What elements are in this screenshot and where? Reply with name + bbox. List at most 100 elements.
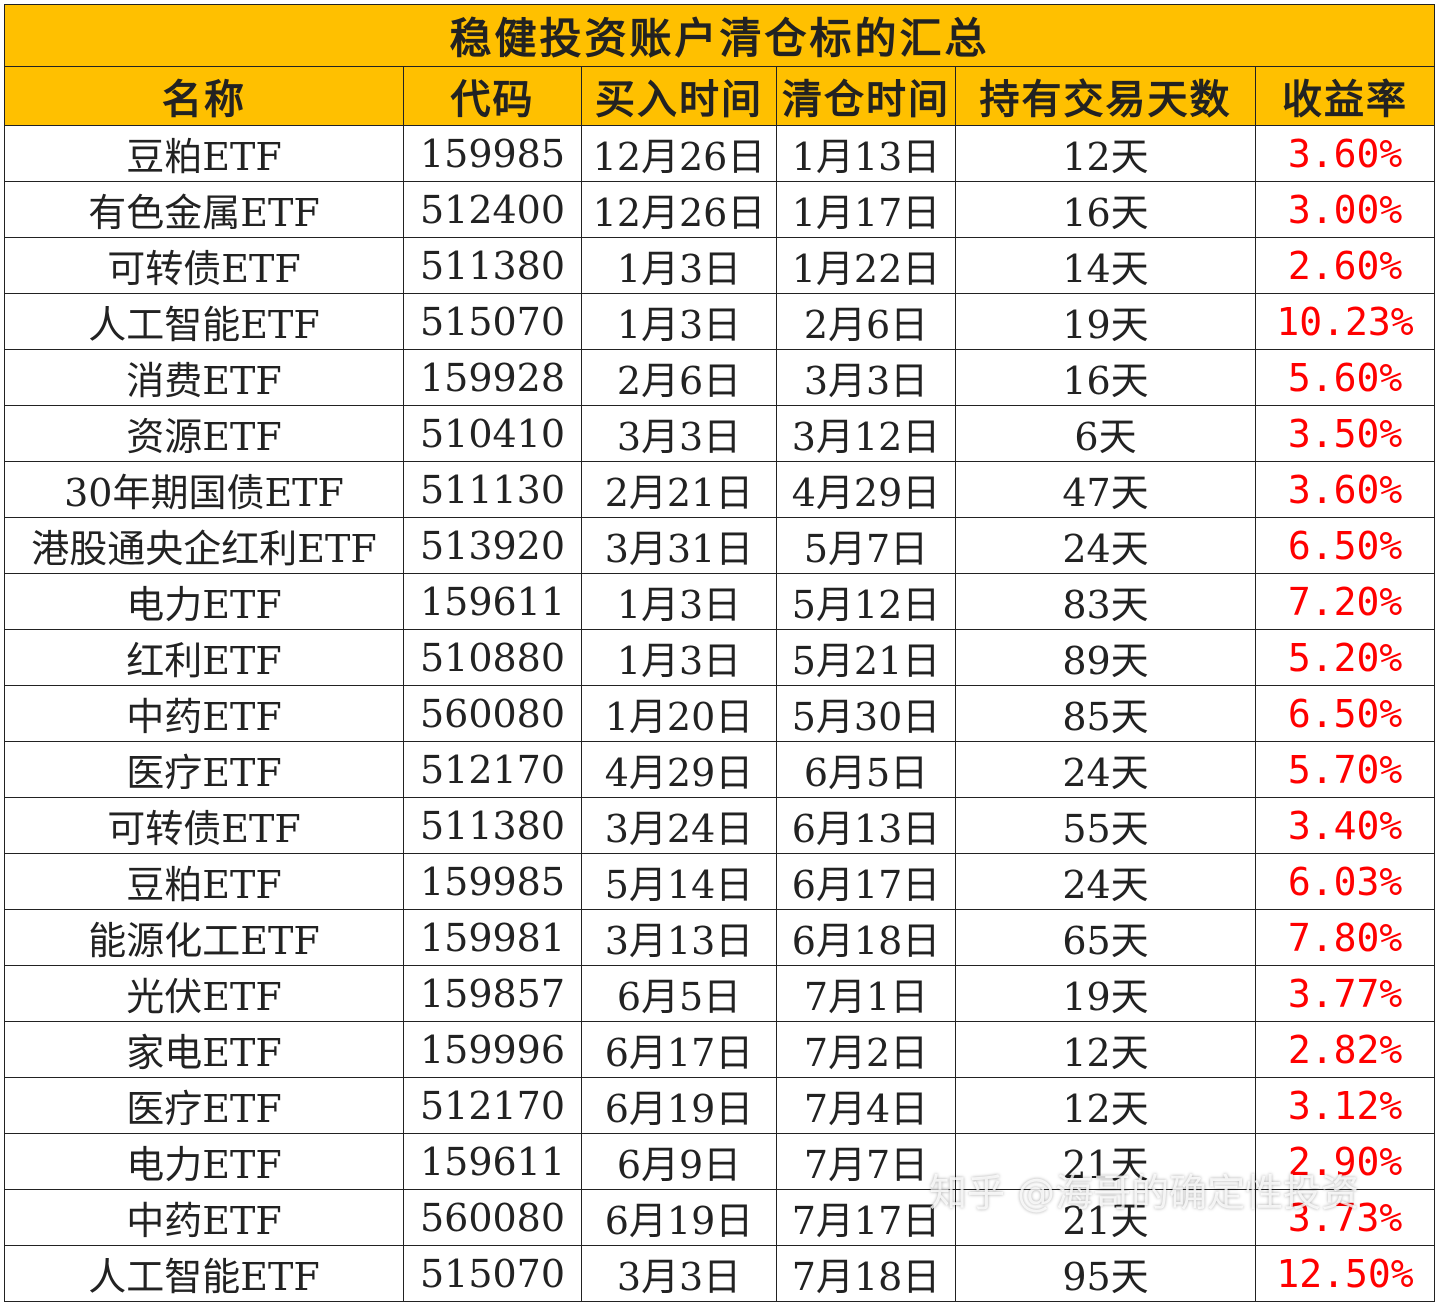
table-row: 电力ETF 159611 1月3日 5月12日 83天 7.20% (4, 573, 1436, 630)
cell-sell-date: 2月6日 (776, 293, 956, 350)
cell-sell-date: 6月13日 (776, 797, 956, 854)
cell-buy-date: 1月3日 (581, 293, 777, 350)
cell-return: 3.77% (1254, 965, 1436, 1022)
cell-name: 红利ETF (4, 629, 404, 686)
cell-sell-date: 5月30日 (776, 685, 956, 742)
cell-sell-date: 1月13日 (776, 125, 956, 182)
table-row: 可转债ETF 511380 1月3日 1月22日 14天 2.60% (4, 237, 1436, 294)
spreadsheet: 稳健投资账户清仓标的汇总 名称 代码 买入时间 清仓时间 持有交易天数 收益率 … (3, 4, 1436, 1302)
cell-buy-date: 3月13日 (581, 909, 777, 966)
table-row: 中药ETF 560080 6月19日 7月17日 21天 3.73% (4, 1189, 1436, 1246)
cell-return: 3.12% (1254, 1077, 1436, 1134)
cell-code: 159857 (403, 965, 582, 1022)
cell-return: 6.03% (1254, 853, 1436, 910)
cell-name: 人工智能ETF (4, 293, 404, 350)
cell-buy-date: 4月29日 (581, 741, 777, 798)
cell-name: 有色金属ETF (4, 181, 404, 238)
cell-return: 6.50% (1254, 517, 1436, 574)
cell-return: 3.73% (1254, 1189, 1436, 1246)
cell-holding-days: 21天 (955, 1133, 1256, 1190)
cell-name: 家电ETF (4, 1021, 404, 1078)
cell-sell-date: 7月18日 (776, 1245, 956, 1302)
cell-name: 医疗ETF (4, 741, 404, 798)
cell-code: 159611 (403, 1133, 582, 1190)
cell-holding-days: 85天 (955, 685, 1256, 742)
cell-code: 511380 (403, 237, 582, 294)
cell-holding-days: 6天 (955, 405, 1256, 462)
cell-code: 159996 (403, 1021, 582, 1078)
cell-buy-date: 3月31日 (581, 517, 777, 574)
cell-return: 3.60% (1254, 461, 1436, 518)
table-row: 医疗ETF 512170 4月29日 6月5日 24天 5.70% (4, 741, 1436, 798)
cell-code: 159985 (403, 853, 582, 910)
cell-buy-date: 6月5日 (581, 965, 777, 1022)
cell-name: 中药ETF (4, 1189, 404, 1246)
table-row: 人工智能ETF 515070 1月3日 2月6日 19天 10.23% (4, 293, 1436, 350)
cell-holding-days: 65天 (955, 909, 1256, 966)
cell-name: 可转债ETF (4, 237, 404, 294)
cell-holding-days: 12天 (955, 1021, 1256, 1078)
cell-sell-date: 5月21日 (776, 629, 956, 686)
cell-code: 513920 (403, 517, 582, 574)
cell-sell-date: 6月18日 (776, 909, 956, 966)
cell-name: 可转债ETF (4, 797, 404, 854)
cell-name: 资源ETF (4, 405, 404, 462)
cell-return: 6.50% (1254, 685, 1436, 742)
cell-buy-date: 1月3日 (581, 573, 777, 630)
table-row: 消费ETF 159928 2月6日 3月3日 16天 5.60% (4, 349, 1436, 406)
cell-holding-days: 47天 (955, 461, 1256, 518)
cell-name: 豆粕ETF (4, 853, 404, 910)
cell-return: 10.23% (1254, 293, 1436, 350)
cell-buy-date: 1月3日 (581, 629, 777, 686)
table-row: 可转债ETF 511380 3月24日 6月13日 55天 3.40% (4, 797, 1436, 854)
cell-buy-date: 6月19日 (581, 1077, 777, 1134)
cell-buy-date: 1月20日 (581, 685, 777, 742)
cell-sell-date: 3月12日 (776, 405, 956, 462)
cell-holding-days: 16天 (955, 349, 1256, 406)
cell-return: 2.90% (1254, 1133, 1436, 1190)
cell-sell-date: 5月12日 (776, 573, 956, 630)
cell-code: 512170 (403, 1077, 582, 1134)
cell-holding-days: 83天 (955, 573, 1256, 630)
cell-sell-date: 4月29日 (776, 461, 956, 518)
table-row: 资源ETF 510410 3月3日 3月12日 6天 3.50% (4, 405, 1436, 462)
cell-return: 3.00% (1254, 181, 1436, 238)
cell-return: 3.50% (1254, 405, 1436, 462)
table-row: 光伏ETF 159857 6月5日 7月1日 19天 3.77% (4, 965, 1436, 1022)
cell-return: 3.60% (1254, 125, 1436, 182)
cell-code: 512170 (403, 741, 582, 798)
cell-code: 511130 (403, 461, 582, 518)
cell-holding-days: 24天 (955, 517, 1256, 574)
cell-name: 30年期国债ETF (4, 461, 404, 518)
cell-sell-date: 6月17日 (776, 853, 956, 910)
cell-buy-date: 12月26日 (581, 125, 777, 182)
cell-buy-date: 12月26日 (581, 181, 777, 238)
cell-buy-date: 3月24日 (581, 797, 777, 854)
cell-code: 510410 (403, 405, 582, 462)
cell-return: 3.40% (1254, 797, 1436, 854)
header-holding-days: 持有交易天数 (955, 66, 1256, 126)
cell-holding-days: 12天 (955, 125, 1256, 182)
cell-code: 159985 (403, 125, 582, 182)
cell-buy-date: 2月21日 (581, 461, 777, 518)
cell-holding-days: 24天 (955, 741, 1256, 798)
cell-code: 159611 (403, 573, 582, 630)
cell-code: 510880 (403, 629, 582, 686)
cell-buy-date: 6月17日 (581, 1021, 777, 1078)
cell-name: 能源化工ETF (4, 909, 404, 966)
cell-sell-date: 7月4日 (776, 1077, 956, 1134)
cell-holding-days: 14天 (955, 237, 1256, 294)
cell-name: 豆粕ETF (4, 125, 404, 182)
title-row: 稳健投资账户清仓标的汇总 (3, 4, 1436, 67)
cell-return: 5.70% (1254, 741, 1436, 798)
cell-sell-date: 5月7日 (776, 517, 956, 574)
cell-holding-days: 19天 (955, 293, 1256, 350)
cell-sell-date: 1月17日 (776, 181, 956, 238)
cell-name: 人工智能ETF (4, 1245, 404, 1302)
cell-holding-days: 19天 (955, 965, 1256, 1022)
cell-code: 560080 (403, 1189, 582, 1246)
cell-buy-date: 3月3日 (581, 405, 777, 462)
summary-table: 稳健投资账户清仓标的汇总 名称 代码 买入时间 清仓时间 持有交易天数 收益率 … (3, 4, 1436, 1302)
table-row: 港股通央企红利ETF 513920 3月31日 5月7日 24天 6.50% (4, 517, 1436, 574)
cell-holding-days: 55天 (955, 797, 1256, 854)
